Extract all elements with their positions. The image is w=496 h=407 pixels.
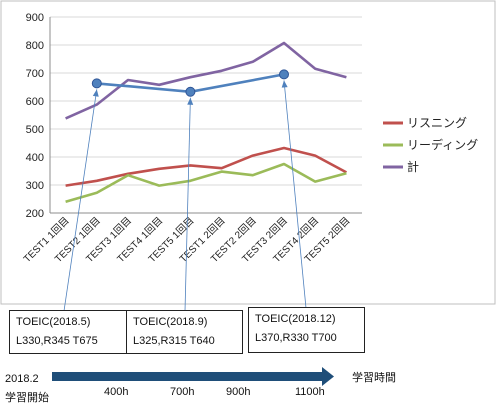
callout-arrowhead-3 [281,80,288,88]
callout-box-2: TOEIC(2018.9) L325,R315 T640 [126,310,243,354]
test-score-point-1[interactable] [91,78,102,89]
callout-1-title: TOEIC(2018.5) [16,316,91,328]
callout-connector-1 [63,89,98,312]
timeline-hours-900: 900h [226,386,251,398]
legend-label-1: リスニング [407,116,467,130]
y-tick-label: 700 [26,68,44,80]
timeline-hours-1100: 1100h [295,386,325,398]
y-tick-label: 200 [26,208,44,220]
timeline-end-label: 学習時間 [352,372,396,384]
callout-arrowhead-2 [187,97,194,105]
legend-label-3: 計 [407,159,419,174]
callout-2-title: TOEIC(2018.9) [133,316,208,328]
y-tick-label: 800 [26,40,44,52]
callout-box-3: TOEIC(2018.12) L370,R330 T700 [248,307,365,353]
timeline-hours-400: 400h [104,386,129,398]
callout-connector-2 [184,97,191,312]
timeline-start-label: 学習開始 [5,392,49,404]
y-tick-label: 300 [26,180,44,192]
callout-1-detail: L330,R345 T675 [16,335,98,347]
callout-3-title: TOEIC(2018.12) [255,313,336,325]
timeline-arrow-shaft [52,372,322,381]
timeline-hours-700: 700h [170,386,195,398]
callout-connector-3 [283,80,307,309]
y-tick-label: 400 [26,152,44,164]
callout-3-detail: L370,R330 T700 [255,332,337,344]
test-score-point-3[interactable] [279,69,289,80]
series-line-1[interactable] [65,146,348,187]
timeline-arrow-head [322,367,334,386]
series-line-2[interactable] [65,162,347,204]
y-tick-label: 900 [26,12,44,24]
y-tick-label: 500 [26,124,44,136]
callout-2-detail: L325,R315 T640 [133,335,215,347]
legend-label-2: リーディング [407,137,478,152]
test-score-point-2[interactable] [185,86,196,97]
chart-area [0,0,496,305]
y-tick-label: 600 [26,96,44,108]
callout-box-1: TOEIC(2018.5) L330,R345 T675 [9,310,127,354]
series-line-3[interactable] [65,41,347,120]
callout-arrowhead-1 [92,89,99,97]
timeline-start-date: 2018.2 [5,373,39,385]
